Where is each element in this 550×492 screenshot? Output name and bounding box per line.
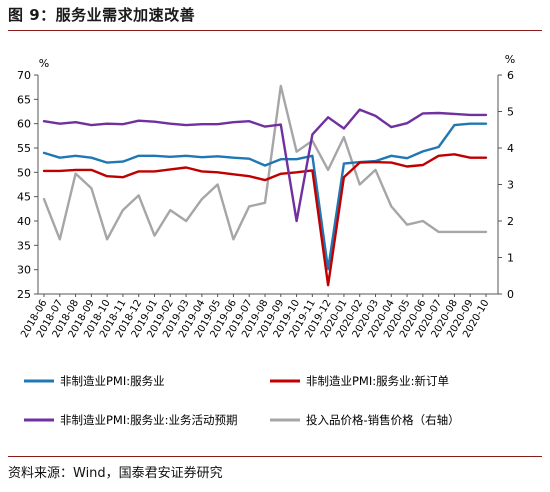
right-tick-label: 0 (507, 288, 514, 301)
legend-label: 投入品价格-销售价格（右轴） (306, 413, 460, 427)
right-tick-label: 4 (507, 142, 514, 155)
right-tick-label: 5 (507, 106, 514, 119)
left-tick-label: 55 (17, 142, 31, 155)
service-pmi-line (42, 122, 488, 271)
right-tick-label: 1 (507, 252, 514, 265)
legend-label: 非制造业PMI:服务业 (60, 374, 165, 388)
source-rule (8, 456, 542, 457)
figure-title: 图 9：服务业需求加速改善 (8, 6, 196, 24)
left-tick-label: 45 (17, 191, 31, 204)
left-tick-label: 50 (17, 166, 31, 179)
left-unit-label: % (39, 57, 49, 70)
chart-area: % %2530354045505560657001234562018-062018… (17, 53, 515, 427)
input-minus-sales-price-line (42, 84, 488, 241)
left-tick-label: 35 (17, 239, 31, 252)
right-unit-label: % (505, 53, 515, 66)
service-new-orders-line (42, 153, 488, 287)
left-tick-label: 30 (17, 264, 31, 277)
source-note: 资料来源：Wind，国泰君安证券研究 (8, 466, 223, 481)
left-tick-label: 65 (17, 93, 31, 106)
right-tick-label: 3 (507, 179, 514, 192)
legend-label: 非制造业PMI:服务业:业务活动预期 (60, 413, 238, 427)
right-tick-label: 2 (507, 215, 514, 228)
title-rule (8, 30, 542, 31)
left-tick-label: 40 (17, 215, 31, 228)
legend-label: 非制造业PMI:服务业:新订单 (306, 374, 449, 388)
right-tick-label: 6 (507, 69, 514, 82)
left-tick-label: 60 (17, 118, 31, 131)
left-tick-label: 70 (17, 69, 31, 82)
left-tick-label: 25 (17, 288, 31, 301)
service-expectation-line (42, 108, 488, 223)
